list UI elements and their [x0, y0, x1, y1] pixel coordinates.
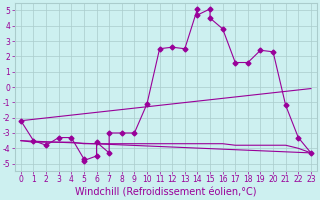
X-axis label: Windchill (Refroidissement éolien,°C): Windchill (Refroidissement éolien,°C)	[75, 187, 257, 197]
